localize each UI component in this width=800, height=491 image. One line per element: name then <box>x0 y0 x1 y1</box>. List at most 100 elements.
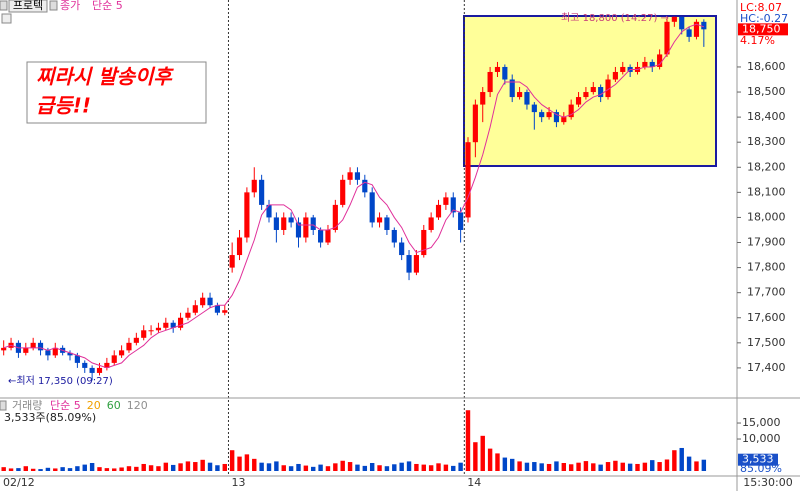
candle-body <box>45 350 51 356</box>
icon[interactable] <box>0 400 7 411</box>
candle-body <box>399 242 405 256</box>
volume-bar <box>657 462 662 471</box>
volume-bar <box>38 469 43 471</box>
candle-body <box>649 61 655 67</box>
volume-bar <box>495 453 500 471</box>
candle-body <box>575 97 582 105</box>
volume-info: 3,533주(85.09%) <box>4 411 96 424</box>
volume-bar <box>635 463 640 471</box>
candle-body <box>435 204 442 218</box>
candle-body <box>465 142 471 218</box>
volume-bar <box>406 461 412 471</box>
last-volume-box <box>738 453 778 466</box>
volume-bar <box>591 463 596 471</box>
candle-body <box>133 337 139 343</box>
candle-body <box>332 204 338 230</box>
candle-body <box>141 330 147 338</box>
candle-body <box>657 54 663 67</box>
candle-body <box>487 71 493 93</box>
volume-bar <box>185 461 191 471</box>
volume-bar <box>259 462 264 471</box>
candle-body <box>89 367 95 373</box>
volume-bar <box>134 466 139 471</box>
candle-body <box>111 355 117 363</box>
volume-bar <box>458 462 463 471</box>
candle-body <box>251 179 257 193</box>
y-tick-label: 18,200 <box>747 160 786 173</box>
volume-bar <box>620 462 625 471</box>
volume-bar <box>701 459 707 471</box>
candle-body <box>192 305 198 313</box>
volume-bar <box>296 463 301 471</box>
candle-body <box>273 217 279 230</box>
x-tick-label: 02/12 <box>3 476 35 489</box>
volume-bar <box>126 466 132 471</box>
moving-average <box>3 23 704 369</box>
volume-bar <box>8 468 14 471</box>
y-tick-label: 17,800 <box>747 261 786 274</box>
candle-body <box>288 217 294 223</box>
candle-body <box>354 172 361 180</box>
volume-bar <box>119 467 124 471</box>
y-tick-label: 18,300 <box>747 135 786 148</box>
candle-body <box>443 197 449 205</box>
volume-bar <box>362 465 368 471</box>
candle-body <box>163 322 169 328</box>
volume-bar <box>178 463 183 471</box>
icon[interactable] <box>1 13 12 24</box>
volume-bar <box>554 461 559 471</box>
volume-bar <box>561 463 567 471</box>
candle-body <box>450 197 456 213</box>
volume-bar <box>369 463 375 471</box>
price-legend: 종가 <box>60 0 80 12</box>
candle-body <box>170 322 176 328</box>
candle-body <box>376 217 383 223</box>
volume-bar <box>89 463 95 471</box>
stock-button[interactable] <box>8 0 48 13</box>
candle-body <box>259 179 265 205</box>
candle-body <box>74 355 80 363</box>
volume-bar <box>288 466 294 471</box>
candle-body <box>590 87 596 93</box>
candle-body <box>612 71 618 80</box>
volume-bar <box>421 464 426 471</box>
volume-bar <box>436 463 441 471</box>
candle-body <box>369 192 375 223</box>
y-tick-label: 18,000 <box>747 210 786 223</box>
volume-bar <box>642 462 648 471</box>
candle-body <box>384 217 390 230</box>
legend-entry: 120 <box>127 399 148 412</box>
volume-bar <box>524 462 530 471</box>
candle-body <box>561 117 567 123</box>
price-legend: 단순 5 <box>92 0 123 12</box>
candle-body <box>325 229 331 243</box>
volume-bar <box>686 456 692 471</box>
candle-body <box>347 172 353 180</box>
volume-bar <box>539 463 544 471</box>
candle-body <box>310 217 316 230</box>
volume-bar <box>605 462 611 471</box>
volume-bar <box>428 465 434 471</box>
low-label: ←최저 17,350 (09:27) <box>8 375 113 387</box>
volume-bar <box>97 467 102 471</box>
volume-bar <box>82 464 87 471</box>
legend-entry: 20 <box>87 399 101 412</box>
candle-body <box>472 104 478 143</box>
icon[interactable] <box>0 0 8 11</box>
volume-bar <box>45 467 51 471</box>
candle-body <box>185 312 191 318</box>
volume-bar <box>170 464 176 471</box>
candle-body <box>546 112 552 118</box>
icon[interactable] <box>49 0 58 11</box>
volume-bar <box>16 468 21 471</box>
candle-body <box>642 61 648 67</box>
candle-body <box>583 92 589 98</box>
candle-body <box>244 192 250 238</box>
volume-bar <box>650 460 655 471</box>
candle-body <box>693 21 700 37</box>
candle-body <box>281 217 287 230</box>
candle-body <box>266 204 272 218</box>
candle-body <box>421 229 427 256</box>
info: HC:-0.27 <box>740 12 788 25</box>
candle-body <box>539 112 545 118</box>
